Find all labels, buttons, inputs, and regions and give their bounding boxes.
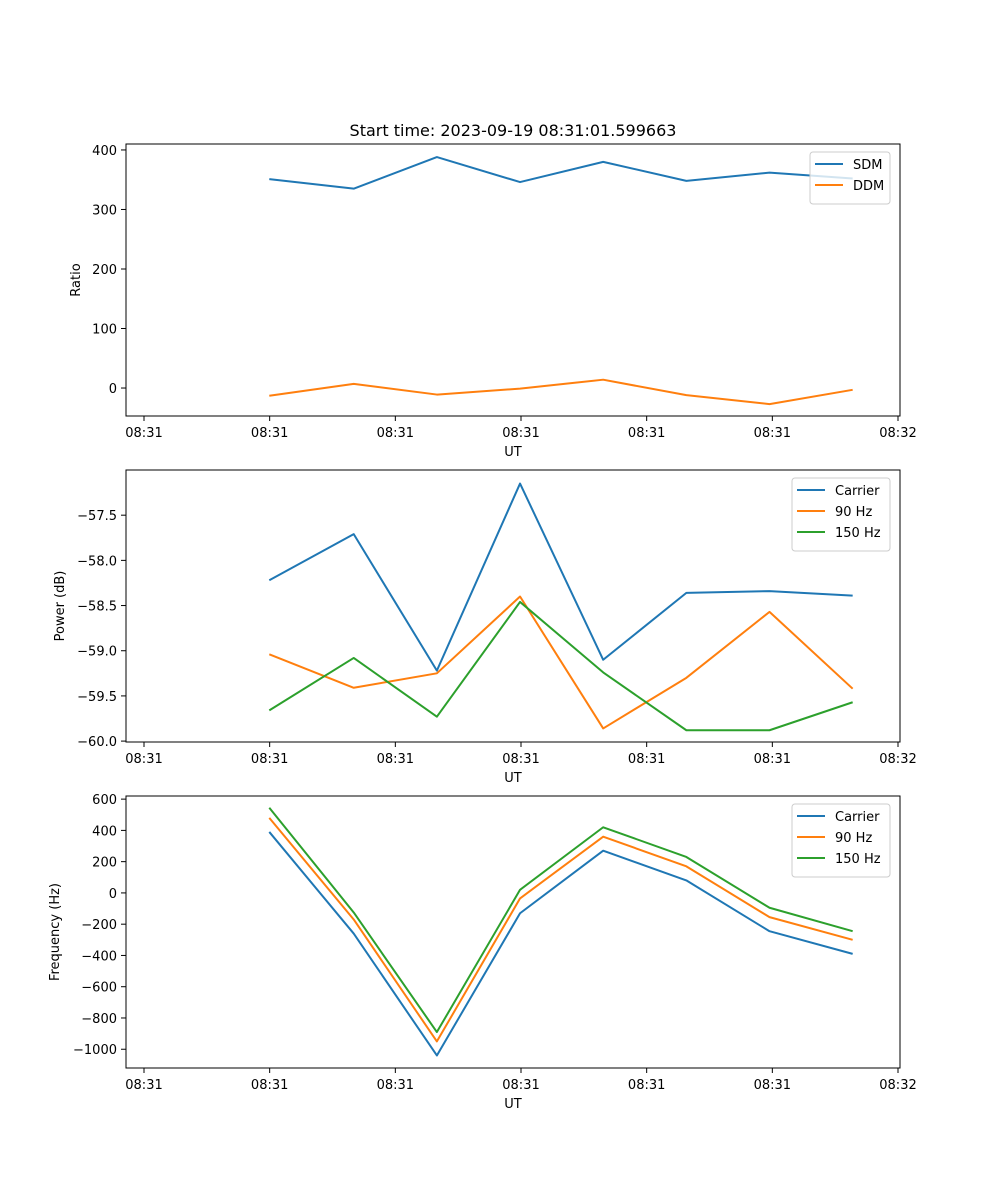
ratio-y-tick-label: 300 <box>92 203 117 218</box>
frequency-x-tick-label: 08:31 <box>251 1078 288 1093</box>
frequency-y-tick-label: 0 <box>109 887 117 902</box>
power-x-tick-label: 08:31 <box>125 752 162 767</box>
ratio-axes-frame <box>125 143 901 417</box>
frequency-x-tick-label: 08:31 <box>377 1078 414 1093</box>
figure-title: Start time: 2023-09-19 08:31:01.599663 <box>350 121 677 140</box>
power-x-tick-label: 08:31 <box>628 752 665 767</box>
ratio-x-tick-label: 08:31 <box>628 426 665 441</box>
power-legend-label: 150 Hz <box>835 526 881 541</box>
frequency-series-150-hz <box>268 807 853 1034</box>
frequency-axes-frame <box>125 795 901 1069</box>
power-y-tick-label: −57.5 <box>77 509 117 524</box>
ratio-y-axis-label: Ratio <box>69 263 84 296</box>
power-y-tick-label: −59.5 <box>77 690 117 705</box>
power-legend-label: Carrier <box>835 484 880 499</box>
frequency-x-tick-label: 08:31 <box>502 1078 539 1093</box>
ratio-legend-label: SDM <box>853 158 882 173</box>
frequency-y-tick-label: −600 <box>81 981 117 996</box>
power-x-tick-label: 08:31 <box>502 752 539 767</box>
ratio-x-tick-label: 08:32 <box>879 426 916 441</box>
ratio-x-axis-label: UT <box>504 445 522 460</box>
power-x-tick-label: 08:31 <box>754 752 791 767</box>
frequency-y-axis-label: Frequency (Hz) <box>48 883 63 981</box>
power-x-tick-label: 08:31 <box>251 752 288 767</box>
power-y-axis-label: Power (dB) <box>53 571 68 642</box>
frequency-y-tick-label: −1000 <box>73 1043 117 1058</box>
ratio-x-tick-label: 08:31 <box>125 426 162 441</box>
ratio-panel: 08:31 08:31 08:31 08:31 08:31 08:31 08:32 0 100 2… <box>69 143 917 460</box>
frequency-x-axis-label: UT <box>504 1097 522 1112</box>
frequency-series-carrier <box>268 831 853 1057</box>
ratio-legend-label: DDM <box>853 179 884 194</box>
power-series-90-hz <box>268 595 854 730</box>
frequency-y-tick-label: −200 <box>81 918 117 933</box>
power-panel: 08:31 08:31 08:31 08:31 08:31 08:31 08:32 −60.0… <box>53 469 917 786</box>
ratio-series-sdm <box>269 156 853 190</box>
power-y-tick-label: −58.0 <box>77 554 117 569</box>
frequency-x-tick-label: 08:31 <box>628 1078 665 1093</box>
ratio-x-tick-label: 08:31 <box>377 426 414 441</box>
ratio-x-tick-label: 08:31 <box>754 426 791 441</box>
frequency-legend-label: 90 Hz <box>835 831 872 846</box>
power-x-tick-label: 08:31 <box>377 752 414 767</box>
power-series-150-hz <box>268 600 853 732</box>
ratio-y-tick-label: 100 <box>92 323 117 338</box>
ratio-y-tick-label: 200 <box>92 263 117 278</box>
power-legend-label: 90 Hz <box>835 505 872 520</box>
power-y-tick-label: −60.0 <box>77 735 117 750</box>
frequency-y-tick-label: 400 <box>92 824 117 839</box>
frequency-y-tick-label: 200 <box>92 856 117 871</box>
ratio-x-tick-label: 08:31 <box>502 426 539 441</box>
ratio-y-tick-label: 400 <box>92 144 117 159</box>
frequency-x-tick-label: 08:31 <box>754 1078 791 1093</box>
power-y-tick-label: −58.5 <box>77 600 117 615</box>
ratio-x-tick-label: 08:31 <box>251 426 288 441</box>
frequency-x-tick-label: 08:32 <box>879 1078 916 1093</box>
frequency-y-tick-label: −800 <box>81 1012 117 1027</box>
frequency-legend-label: Carrier <box>835 810 880 825</box>
frequency-panel: 08:31 08:31 08:31 08:31 08:31 08:31 08:32 −1000… <box>48 793 917 1112</box>
frequency-legend-label: 150 Hz <box>835 852 881 867</box>
power-series-carrier <box>268 482 853 672</box>
frequency-x-tick-label: 08:31 <box>125 1078 162 1093</box>
frequency-y-tick-label: 600 <box>92 793 117 808</box>
ratio-series-ddm <box>269 378 853 406</box>
frequency-series-90-hz <box>268 817 853 1043</box>
frequency-y-tick-label: −400 <box>81 949 117 964</box>
power-x-axis-label: UT <box>504 771 522 786</box>
ratio-y-tick-label: 0 <box>109 382 117 397</box>
power-x-tick-label: 08:32 <box>879 752 916 767</box>
power-y-tick-label: −59.0 <box>77 645 117 660</box>
